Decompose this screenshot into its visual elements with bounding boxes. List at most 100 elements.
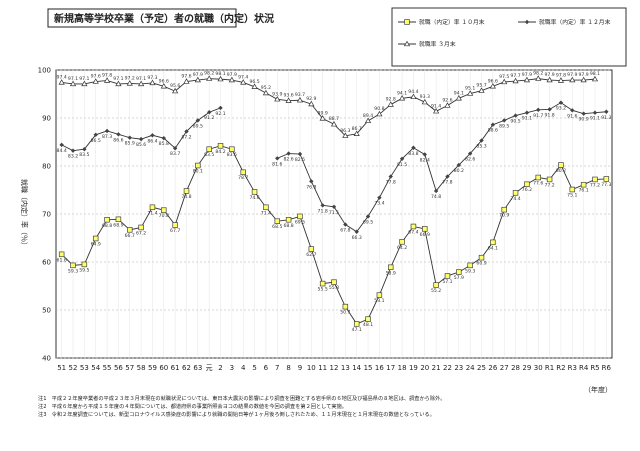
marker [403,40,411,47]
value-label: 89.4 [363,113,373,119]
marker [229,146,235,152]
marker [398,95,406,101]
value-label: 97.1 [79,76,89,82]
value-label: 77.6 [533,181,543,187]
x-tick-label: 53 [80,364,89,372]
value-label: 97.6 [181,74,191,80]
value-label: 66.7 [125,233,135,239]
y-tick-label: 60 [42,259,51,267]
marker [285,97,292,103]
marker [309,179,314,184]
legend-box [391,7,627,67]
x-tick-label: R5 [590,364,599,372]
value-label: 80.1 [193,169,203,175]
y-tick-label: 70 [42,211,51,219]
y-tick-label: 100 [38,67,51,75]
marker [365,316,371,322]
value-label: 83.7 [170,151,180,157]
x-tick-label: 27 [500,364,509,372]
value-label: 85.3 [476,144,486,150]
x-tick-label: 元 [206,364,213,372]
value-label: 82.6 [283,157,293,163]
marker [479,138,484,143]
series-line [61,78,596,137]
value-label: 59.3 [68,268,78,274]
marker [581,111,586,116]
value-label: 98.2 [204,71,214,77]
value-label: 87.3 [102,134,112,140]
value-label: 75.1 [567,193,577,199]
marker [489,83,496,89]
marker [330,120,338,127]
value-label: 74.8 [181,194,191,200]
value-label: 97.9 [544,72,554,78]
x-tick-label: 22 [443,364,452,372]
value-label: 85.6 [136,142,146,148]
value-label: 73.4 [374,201,384,207]
marker [70,148,76,153]
value-label: 64.2 [397,245,407,251]
value-label: 83.2 [68,154,78,160]
value-label: 89.5 [193,123,203,129]
x-tick-label: 58 [137,364,146,372]
value-label: 91.1 [590,116,600,122]
x-tick-label: 55 [103,364,112,372]
x-tick-label: 63 [193,364,202,372]
value-label: 83.5 [79,152,89,158]
x-tick-label: 51 [57,364,66,372]
marker [410,93,417,100]
value-label: 78.7 [238,175,248,181]
value-label: 82.6 [465,157,475,163]
marker [127,135,132,140]
marker [569,186,576,193]
marker [331,279,337,285]
legend-label: 就職率 ３月末 [419,40,456,48]
marker [251,83,258,89]
x-tick-label: 10 [307,364,316,372]
value-label: 88.7 [329,116,339,122]
x-tick-label: 9 [298,364,302,372]
value-label: 98.2 [533,71,543,77]
value-label: 89.5 [499,123,509,129]
footnote: 注3 令和２年度調査については、新型コロナウイルス感染症の影響により就職の開始日… [38,410,435,418]
marker [195,162,201,169]
value-label: 92.1 [215,111,225,117]
value-label: 97.8 [102,73,112,79]
value-label: 95.2 [261,85,271,91]
value-label: 97.9 [567,72,577,78]
value-label: 71.4 [147,210,157,216]
marker [263,204,269,211]
x-tick-label: R3 [568,364,577,372]
marker [456,269,462,275]
value-label: 60.9 [476,261,486,267]
marker [183,78,190,84]
marker [557,77,565,83]
marker [297,213,303,220]
marker [81,261,88,268]
marker [116,132,121,137]
marker [58,79,65,85]
value-label: 67.8 [340,228,350,234]
marker [59,142,64,148]
value-label: 90.5 [510,119,520,125]
value-label: 47.1 [352,327,362,333]
marker [604,109,609,114]
marker [502,118,507,123]
marker [70,262,76,269]
value-label: 97.4 [238,74,248,80]
marker [319,280,326,287]
marker [456,162,462,168]
x-tick-label: 25 [477,364,486,372]
marker [523,76,530,83]
marker [342,303,349,310]
marker [183,188,190,194]
value-label: 96.5 [249,79,259,85]
value-label: 80.2 [454,168,464,174]
marker [251,189,258,195]
marker [308,246,315,252]
x-tick-label: 52 [69,364,78,372]
value-label: 67.2 [136,230,146,236]
value-label: 77.2 [544,182,554,188]
marker [92,78,99,84]
value-label: 68.8 [102,223,112,229]
